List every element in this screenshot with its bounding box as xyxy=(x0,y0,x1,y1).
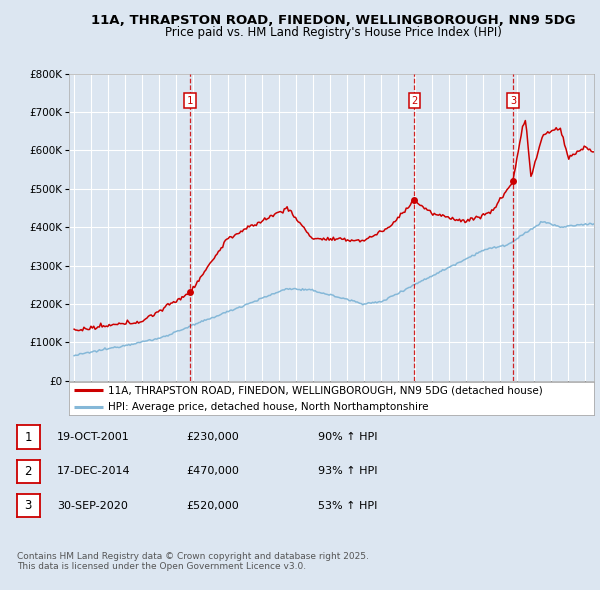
Text: £470,000: £470,000 xyxy=(186,467,239,476)
Text: 53% ↑ HPI: 53% ↑ HPI xyxy=(318,501,377,510)
Text: 93% ↑ HPI: 93% ↑ HPI xyxy=(318,467,377,476)
Text: 1: 1 xyxy=(25,431,32,444)
Text: Price paid vs. HM Land Registry's House Price Index (HPI): Price paid vs. HM Land Registry's House … xyxy=(164,26,502,39)
Text: £520,000: £520,000 xyxy=(186,501,239,510)
Text: Contains HM Land Registry data © Crown copyright and database right 2025.
This d: Contains HM Land Registry data © Crown c… xyxy=(17,552,368,571)
Text: 2: 2 xyxy=(25,465,32,478)
Text: £230,000: £230,000 xyxy=(186,432,239,442)
Text: 11A, THRAPSTON ROAD, FINEDON, WELLINGBOROUGH, NN9 5DG: 11A, THRAPSTON ROAD, FINEDON, WELLINGBOR… xyxy=(91,14,575,27)
Text: 3: 3 xyxy=(510,96,516,106)
Text: 3: 3 xyxy=(25,499,32,512)
Text: 17-DEC-2014: 17-DEC-2014 xyxy=(57,467,131,476)
Text: HPI: Average price, detached house, North Northamptonshire: HPI: Average price, detached house, Nort… xyxy=(109,402,429,412)
Text: 1: 1 xyxy=(187,96,193,106)
Text: 30-SEP-2020: 30-SEP-2020 xyxy=(57,501,128,510)
Text: 11A, THRAPSTON ROAD, FINEDON, WELLINGBOROUGH, NN9 5DG (detached house): 11A, THRAPSTON ROAD, FINEDON, WELLINGBOR… xyxy=(109,385,543,395)
Text: 2: 2 xyxy=(411,96,418,106)
Text: 90% ↑ HPI: 90% ↑ HPI xyxy=(318,432,377,442)
Text: 19-OCT-2001: 19-OCT-2001 xyxy=(57,432,130,442)
